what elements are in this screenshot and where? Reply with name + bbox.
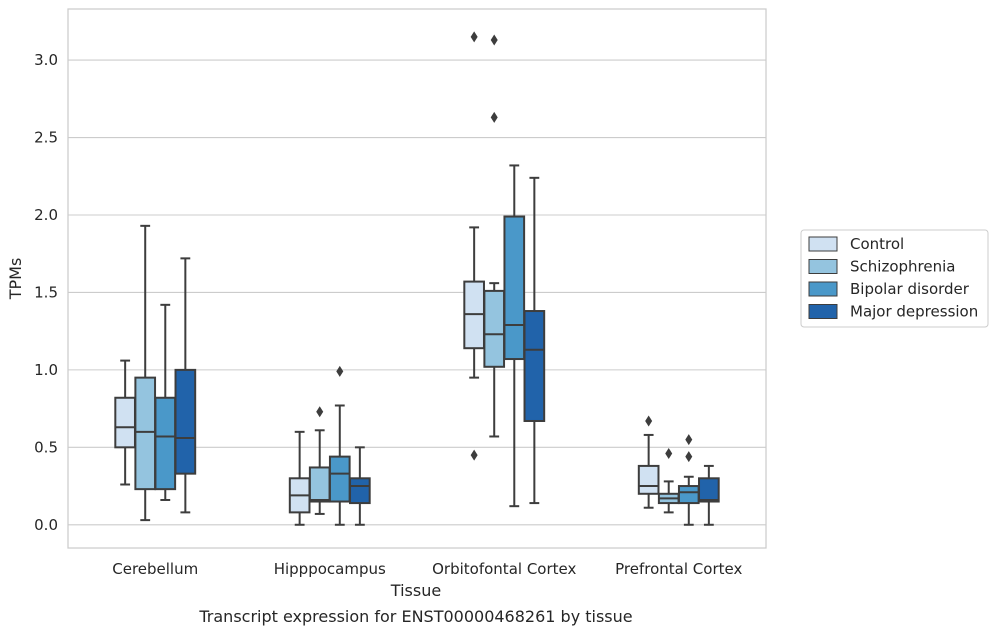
y-tick-label: 2.0 [34,206,58,224]
outlier-point [470,449,478,461]
box-control [114,359,136,486]
box-iqr [328,455,351,503]
box-schizophrenia [134,224,157,522]
box-iqr [483,289,506,368]
legend: Control Schizophrenia Bipolar disorder Majo… [800,229,989,328]
legend-label: Major depression [850,303,978,321]
box-control [637,415,660,509]
box-control [463,31,485,461]
box-schizophrenia [483,34,506,438]
outlier-point [316,406,324,418]
y-tick-label: 1.5 [34,283,58,301]
box-major-depression [698,464,720,526]
x-tick-label: Cerebellum [112,560,198,578]
box-iqr [114,396,136,449]
legend-label: Bipolar disorder [850,280,970,298]
box-schizophrenia [308,406,331,515]
box-bipolar-disorder [328,365,351,526]
chart-caption: Transcript expression for ENST0000046826… [198,607,632,626]
outlier-point [685,451,693,463]
legend-frame [800,229,989,328]
x-tick-labels: Cerebellum Hipppocampus Orbitofontal Corte… [112,560,742,578]
box-iqr [677,485,700,505]
box-iqr [134,376,157,491]
box-major-depression [174,257,197,514]
x-tick-label: Prefrontal Cortex [615,560,742,578]
outlier-point [490,34,498,46]
x-tick-label: Orbitofontal Cortex [432,560,576,578]
y-tick-label: 3.0 [34,51,58,69]
box-schizophrenia [657,448,680,514]
outlier-point [645,415,653,427]
box-iqr [349,477,371,505]
legend-swatch [808,304,838,319]
outlier-point [685,434,693,446]
y-tick-labels: 0.0 0.5 1.0 1.5 2.0 2.5 3.0 [34,51,58,534]
x-axis-label: Tissue [390,581,441,600]
box-iqr [308,466,331,503]
outlier-point [336,365,344,377]
legend-swatch [808,281,838,297]
y-tick-label: 0.5 [34,438,58,456]
legend-label: Control [850,235,904,253]
box-iqr [174,368,197,475]
plot-frame [67,8,767,549]
box-bipolar-disorder [154,303,177,501]
box-iqr [523,310,546,422]
box-iqr [503,215,526,361]
box-iqr [637,464,660,495]
legend-swatch [808,259,838,274]
box-major-depression [523,176,546,505]
box-iqr [154,396,177,491]
y-tick-label: 1.0 [34,361,58,379]
box-bipolar-disorder [503,164,526,508]
x-tick-label: Hipppocampus [274,560,386,578]
outlier-point [470,31,478,43]
y-tick-label: 0.0 [34,516,58,534]
box-major-depression [349,446,371,526]
y-tick-label: 2.5 [34,129,58,147]
outlier-point [665,448,673,460]
y-axis-label: TPMs [6,258,25,301]
box-iqr [698,477,720,503]
outlier-point [490,111,498,123]
legend-swatch [808,236,838,252]
boxes [114,31,720,526]
legend-label: Schizophrenia [850,258,955,276]
box-control [288,430,311,526]
